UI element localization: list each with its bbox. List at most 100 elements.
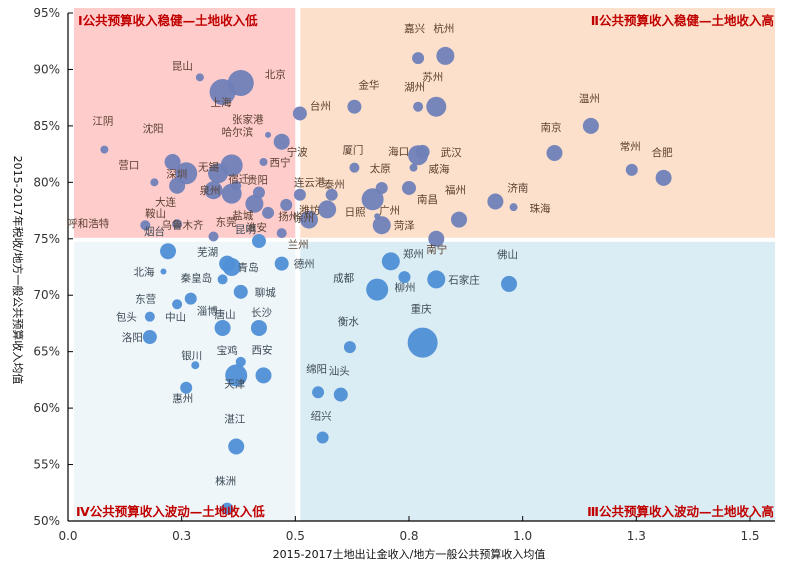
x-tick-label: 1.0 [513, 529, 532, 543]
bubble-point[interactable] [333, 387, 348, 402]
city-label: 南宁 [426, 243, 447, 256]
bubble-point[interactable] [625, 163, 638, 176]
bubble-point[interactable] [208, 163, 229, 184]
bubble-point[interactable] [280, 198, 293, 211]
bubble-point[interactable] [318, 200, 337, 219]
bubble-point[interactable] [312, 386, 325, 399]
city-label: 郑州 [403, 247, 424, 260]
bubble-point[interactable] [413, 101, 424, 112]
bubble-point[interactable] [195, 73, 204, 82]
bubble-point[interactable] [208, 231, 219, 242]
bubble-point[interactable] [407, 327, 438, 358]
city-label: 南京 [540, 121, 561, 134]
city-label: 盐城 [232, 209, 253, 222]
bubble-point[interactable] [325, 188, 338, 201]
bubble-point[interactable] [250, 319, 267, 336]
bubble-point[interactable] [169, 177, 186, 194]
city-label: 潍坊 [299, 203, 320, 216]
bubble-point[interactable] [225, 364, 248, 387]
bubble-point[interactable] [509, 203, 518, 212]
bubble-point[interactable] [172, 299, 183, 310]
bubble-point[interactable] [428, 230, 445, 247]
y-tick-label: 65% [33, 345, 60, 359]
city-label: 海口 [388, 145, 409, 158]
bubble-point[interactable] [427, 270, 446, 289]
bubble-point[interactable] [316, 431, 329, 444]
bubble-point[interactable] [255, 367, 272, 384]
bubble-point[interactable] [150, 178, 159, 187]
city-label: 芜湖 [197, 246, 218, 259]
bubble-point[interactable] [265, 131, 272, 138]
bubble-point[interactable] [164, 154, 181, 171]
bubble-point[interactable] [655, 169, 672, 186]
bubble-point[interactable] [398, 271, 411, 284]
bubble-point[interactable] [180, 381, 193, 394]
bubble-point[interactable] [372, 216, 391, 235]
bubble-point[interactable] [144, 311, 155, 322]
bubble-point[interactable] [204, 181, 223, 200]
city-label: 衡水 [338, 316, 359, 328]
bubble-point[interactable] [276, 228, 287, 239]
bubble-point[interactable] [259, 158, 268, 167]
bubble-point[interactable] [262, 206, 275, 219]
city-label: 深圳 [166, 168, 187, 180]
city-label: 江阴 [92, 116, 113, 128]
y-tick-label: 85% [33, 119, 60, 133]
bubble-point[interactable] [582, 117, 599, 134]
bubble-point[interactable] [426, 96, 447, 117]
city-label: 北海 [133, 266, 154, 279]
bubble-point[interactable] [415, 144, 430, 159]
bubble-point[interactable] [436, 46, 455, 65]
bubble-point[interactable] [100, 145, 109, 154]
bubble-point[interactable] [214, 319, 231, 336]
bubble-point[interactable] [251, 234, 266, 249]
bubble-point[interactable] [221, 502, 234, 515]
city-label: 连云港 [294, 176, 326, 189]
bubble-point[interactable] [233, 284, 248, 299]
bubble-point[interactable] [402, 180, 416, 195]
bubble-point[interactable] [501, 275, 518, 292]
bubble-point[interactable] [546, 144, 563, 161]
bubble-point[interactable] [184, 292, 197, 305]
bubble-point[interactable] [349, 162, 360, 173]
bubble-point[interactable] [209, 79, 236, 106]
bubble-point[interactable] [366, 278, 389, 301]
bubble-point[interactable] [273, 133, 290, 150]
bubble-point[interactable] [343, 341, 356, 354]
bubble-point[interactable] [222, 258, 241, 276]
city-label: 汕头 [329, 366, 350, 378]
bubble-point[interactable] [221, 183, 242, 204]
bubble-point[interactable] [140, 220, 151, 231]
city-label: 厦门 [342, 144, 363, 157]
bubble-point[interactable] [142, 329, 157, 344]
bubble-point[interactable] [160, 243, 177, 260]
bubble-point[interactable] [292, 106, 307, 121]
city-label: 徐州 [293, 212, 314, 225]
bubble-point[interactable] [191, 361, 200, 370]
x-tick-label: 0.0 [58, 529, 77, 543]
bubble-point[interactable] [245, 194, 264, 213]
bubble-point[interactable] [217, 274, 228, 285]
city-label: 泉州 [199, 184, 220, 197]
bubble-point[interactable] [172, 219, 183, 230]
bubble-point[interactable] [409, 163, 418, 172]
bubble-point[interactable] [274, 256, 289, 271]
y-tick-label: 75% [33, 232, 60, 246]
bubble-point[interactable] [451, 211, 468, 228]
bubble-point[interactable] [228, 438, 245, 455]
bubble-point[interactable] [381, 252, 400, 271]
bubble-point[interactable] [160, 268, 167, 275]
city-label: 绍兴 [311, 409, 332, 422]
city-label: 柳州 [394, 281, 415, 294]
bubble-point[interactable] [235, 356, 246, 367]
bubble-point[interactable] [361, 188, 384, 211]
bubble-point[interactable] [293, 188, 306, 201]
bubble-point[interactable] [412, 52, 425, 65]
city-label: 张家港 [232, 113, 264, 126]
city-label: 包头 [116, 311, 137, 324]
bubble-point[interactable] [299, 210, 318, 229]
bubble-point[interactable] [487, 193, 504, 210]
bubble-point[interactable] [347, 99, 362, 114]
